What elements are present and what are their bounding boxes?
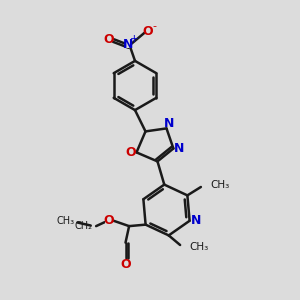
- Text: N: N: [191, 214, 201, 227]
- Bar: [125, 40, 131, 48]
- Text: +: +: [130, 34, 138, 44]
- Bar: [106, 36, 112, 43]
- Text: N: N: [123, 38, 133, 51]
- Bar: [182, 244, 196, 251]
- Text: O: O: [125, 146, 136, 159]
- Text: O: O: [142, 25, 153, 38]
- Bar: [105, 217, 112, 224]
- Bar: [193, 217, 200, 224]
- Text: O: O: [103, 214, 114, 227]
- Text: -: -: [152, 21, 156, 31]
- Bar: [204, 182, 217, 189]
- Bar: [176, 145, 183, 152]
- Bar: [122, 261, 129, 268]
- Text: CH₂: CH₂: [74, 220, 92, 230]
- Text: CH₃: CH₃: [56, 216, 74, 226]
- Text: CH₃: CH₃: [211, 180, 230, 190]
- Text: N: N: [174, 142, 184, 155]
- Bar: [127, 149, 134, 156]
- Text: N: N: [164, 116, 174, 130]
- Bar: [146, 27, 152, 34]
- Text: CH₃: CH₃: [189, 242, 208, 252]
- Text: O: O: [120, 258, 131, 271]
- Bar: [165, 119, 172, 127]
- Text: O: O: [103, 33, 114, 46]
